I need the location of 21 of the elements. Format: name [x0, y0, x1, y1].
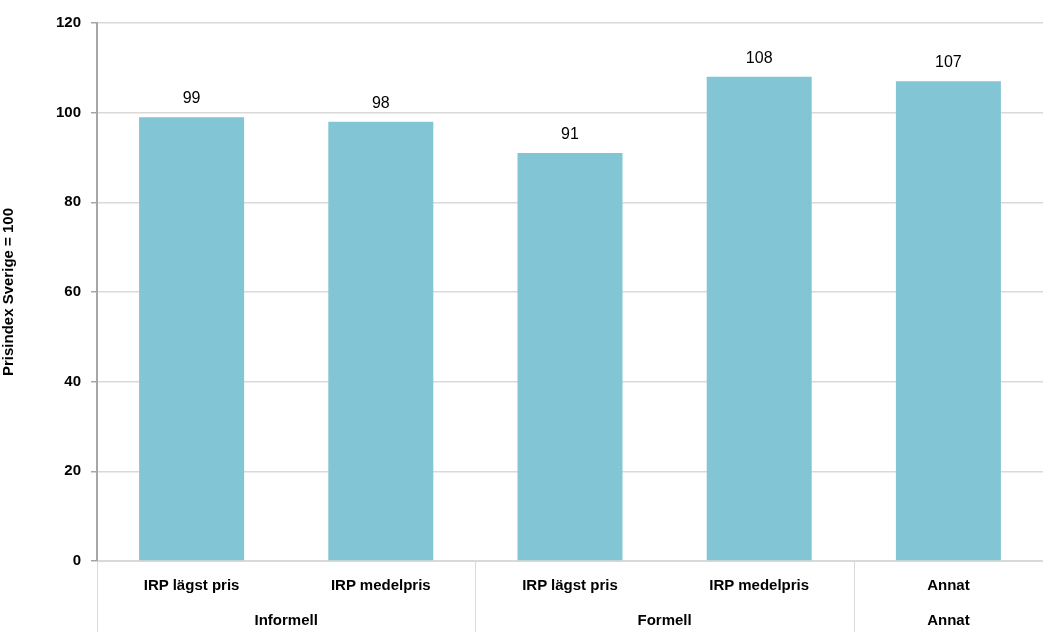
data-label: 107 — [935, 53, 962, 71]
y-tick-label: 120 — [55, 13, 81, 31]
data-label: 108 — [745, 48, 773, 66]
x-tick-label: Annat — [927, 576, 970, 594]
y-tick-label: 60 — [64, 282, 81, 300]
y-axis-title: Prisindex Sverige = 100 — [0, 207, 17, 377]
text: Annat — [927, 611, 970, 629]
text: Formell — [637, 611, 692, 629]
y-tick-label: 0 — [72, 551, 81, 569]
text: Informell — [254, 611, 318, 629]
data-label: 98 — [371, 93, 390, 111]
x-tick-label: IRP lägst pris — [143, 576, 240, 594]
data-label: 99 — [182, 89, 201, 107]
x-tick-label: IRP medelpris — [709, 576, 810, 594]
x-tick-label: IRP lägst pris — [522, 576, 618, 594]
data-label: 91 — [561, 125, 579, 143]
x-tick-label: IRP medelpris — [330, 576, 431, 594]
y-tick-label: 20 — [64, 461, 81, 479]
y-tick-label: 80 — [64, 192, 81, 210]
y-tick-label: 40 — [64, 371, 81, 389]
y-tick-label: 100 — [55, 102, 81, 120]
